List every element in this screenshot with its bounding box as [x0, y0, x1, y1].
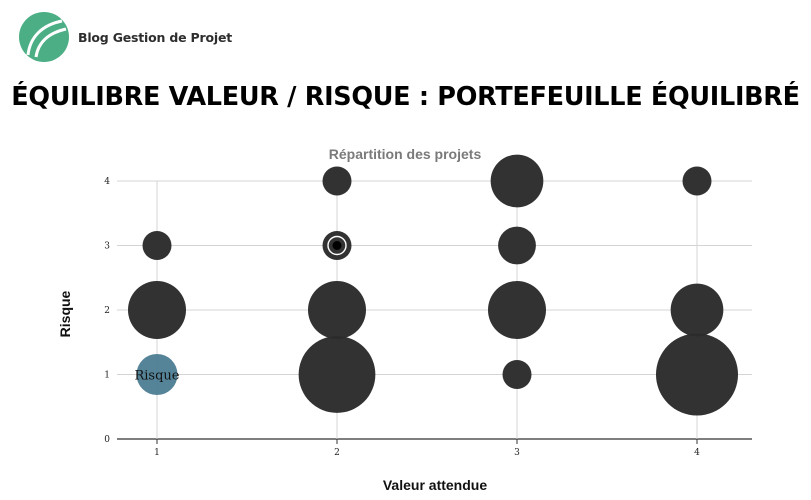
y-tick-label: 3 — [104, 242, 110, 252]
bubble-point — [498, 226, 536, 265]
bubble-point — [128, 281, 186, 339]
brand-name: Blog Gestion de Projet — [78, 29, 233, 45]
page-headline: ÉQUILIBRE VALEUR / RISQUE : PORTEFEUILLE… — [11, 82, 800, 112]
bubble-ring — [327, 235, 347, 256]
bubble-point — [655, 333, 739, 416]
bubble-point — [298, 336, 376, 413]
y-tick-label: 2 — [104, 306, 110, 316]
bubble-chart: Répartition des projets 0 1 2 3 4 1 2 3 4 Risque Va… — [57, 146, 752, 493]
bubble-point — [502, 360, 532, 389]
y-tick-label: 0 — [104, 435, 110, 445]
bubble-point — [142, 231, 172, 260]
bubble-center-dot — [332, 241, 342, 250]
bubble-point — [682, 166, 712, 196]
leaf-logo-icon — [19, 12, 69, 62]
brand: Blog Gestion de Projet — [18, 12, 232, 62]
bubble-point — [322, 166, 352, 196]
bubble-point — [136, 353, 178, 396]
bubble-point — [488, 281, 546, 339]
bubble-point — [670, 283, 724, 337]
x-tick-label: 3 — [514, 448, 520, 458]
y-tick-label: 4 — [104, 177, 110, 187]
x-tick-label: 4 — [694, 448, 700, 458]
x-tick-label: 2 — [334, 448, 340, 458]
bubble-label: Risque — [134, 369, 179, 384]
x-tick-label: 1 — [154, 448, 160, 458]
bubble-point — [490, 154, 544, 208]
bubble-point — [308, 281, 366, 339]
x-axis-label: Valeur attendue — [383, 477, 487, 493]
y-axis-label: Risque — [57, 290, 73, 337]
y-tick-label: 1 — [104, 371, 110, 381]
chart-title: Répartition des projets — [329, 146, 482, 162]
